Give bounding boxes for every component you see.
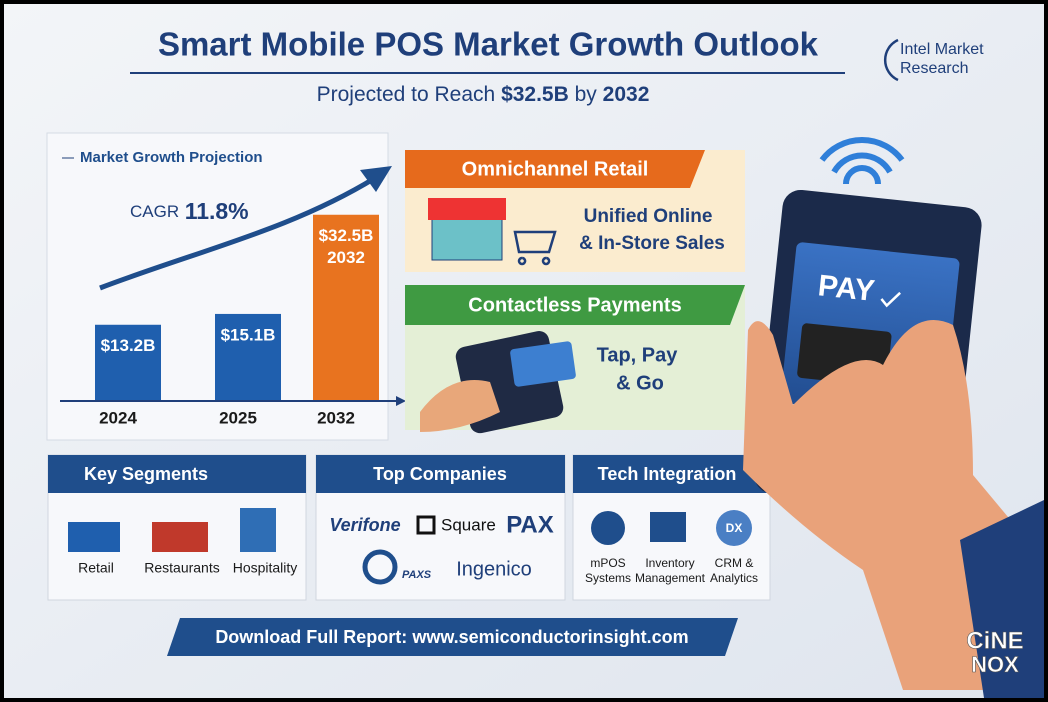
annotation-label: CAGR [130, 202, 179, 221]
baseline-arrow [396, 396, 406, 406]
feature-title: Contactless Payments [468, 294, 681, 316]
chart: Market Growth Projection CAGR 11.8% $13.… [46, 132, 406, 441]
tech-icon [591, 511, 625, 545]
tech-icon-text: DX [726, 521, 743, 535]
growth-arrowhead [360, 166, 392, 192]
data-label: $13.2B [101, 336, 156, 355]
company-logo: Ingenico [456, 558, 532, 580]
tech-label: Analytics [710, 571, 758, 585]
panel-header [573, 455, 770, 493]
brand: Research [900, 60, 968, 77]
hand-icon [420, 380, 500, 432]
store-icon [431, 217, 503, 261]
company-logo: PAXS [402, 569, 432, 581]
title: Smart Mobile POS Market Growth Outlook [158, 26, 819, 63]
store-awning [428, 198, 506, 220]
x-tick-label: 2024 [99, 408, 137, 427]
subtitle: Projected to Reach $32.5B by 2032 [317, 83, 650, 106]
bar-year: 2032 [327, 248, 365, 267]
segment-icon [152, 522, 208, 552]
screen-text: PAY [816, 269, 876, 308]
card-icon [510, 341, 576, 387]
wifi-icon [819, 137, 905, 185]
cta-url[interactable]: www.semiconductorinsight.com [411, 627, 688, 647]
bar [215, 313, 281, 400]
panel-title: Key Segments [84, 464, 208, 484]
panel-header [48, 455, 306, 493]
company-logo: PAX [506, 511, 554, 538]
tech-label: Systems [585, 571, 631, 585]
tech-label: mPOS [590, 556, 625, 570]
paxs-mark [362, 549, 398, 585]
subtitle-year: 2032 [603, 83, 650, 106]
feature-text: & In-Store Sales [579, 233, 725, 254]
bar [95, 324, 161, 400]
feature-header [405, 150, 705, 188]
cart-icon [513, 230, 557, 266]
check-icon [880, 291, 901, 308]
brand-arc [883, 38, 899, 82]
segment-label: Retail [78, 560, 114, 576]
tech-label: CRM & [715, 556, 754, 570]
hand [743, 320, 1023, 690]
feature-title: Omnichannel Retail [462, 158, 649, 180]
tech-icon [716, 510, 752, 546]
data-label: $15.1B [221, 325, 276, 344]
segment-label: Restaurants [144, 560, 219, 576]
chart-title: Market Growth Projection [80, 149, 263, 166]
tech-label: Management [635, 571, 706, 585]
subtitle-value: $32.5B [501, 83, 569, 106]
feature-text: Unified Online [584, 206, 713, 227]
panel-header [316, 455, 565, 493]
panel-title: Top Companies [373, 464, 507, 484]
tech-icon [650, 512, 686, 542]
bar [313, 214, 379, 400]
segment-label: Hospitality [233, 560, 298, 576]
company-logo: Verifone [329, 515, 400, 535]
x-tick-label: 2032 [317, 408, 355, 427]
company-logo: Square [441, 515, 496, 534]
panel-title: Tech Integration [598, 464, 737, 484]
watermark: NOX [971, 652, 1019, 677]
watermark: CiNE [966, 627, 1023, 654]
annotation-value: 11.8% [185, 198, 249, 224]
tech-label: Inventory [645, 556, 694, 570]
sleeve [960, 500, 1044, 698]
brand: Intel Market [900, 41, 984, 58]
subtitle-text: Projected to Reach [317, 83, 496, 106]
cta-label: Download Full Report: [215, 627, 407, 647]
cta[interactable]: Download Full Report: www.semiconductori… [215, 627, 688, 647]
square-mark [416, 515, 436, 535]
feature-text: Tap, Pay [597, 344, 679, 366]
annotation: CAGR 11.8% [130, 198, 249, 224]
segment-icon [240, 508, 276, 552]
subtitle-text: by [575, 83, 598, 106]
segment-icon [68, 522, 120, 552]
x-tick-label: 2025 [219, 408, 257, 427]
data-label: $32.5B [319, 226, 374, 245]
cta-banner[interactable] [167, 618, 738, 656]
growth-arrow [99, 175, 377, 291]
feature-header [405, 285, 745, 325]
feature-text: & Go [616, 372, 664, 394]
